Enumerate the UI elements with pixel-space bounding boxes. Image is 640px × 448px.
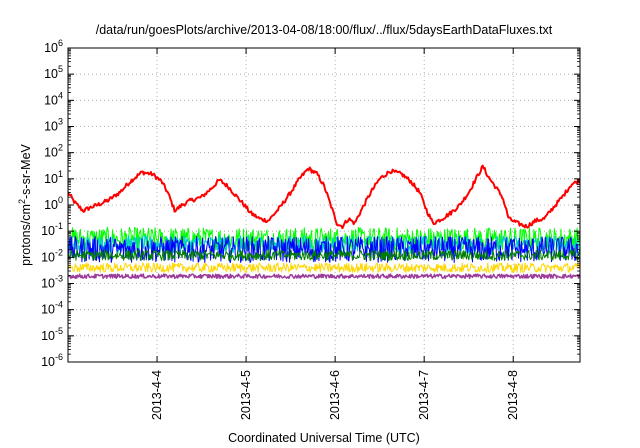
x-tick-label: 2013-4-6 bbox=[328, 370, 342, 420]
series-line-0 bbox=[68, 164, 580, 230]
y-tick-label: 105 bbox=[44, 64, 63, 81]
y-tick-label: 10-4 bbox=[41, 300, 63, 317]
x-axis-label: Coordinated Universal Time (UTC) bbox=[228, 431, 420, 445]
axes bbox=[67, 47, 581, 363]
x-tick-label: 2013-4-8 bbox=[506, 370, 520, 420]
y-tick-label: 10-3 bbox=[41, 274, 63, 291]
series-line-1 bbox=[68, 226, 580, 252]
y-tick-label: 101 bbox=[44, 169, 63, 186]
grid-lines bbox=[68, 48, 580, 362]
y-tick-label: 10-1 bbox=[41, 221, 63, 238]
y-tick-label: 106 bbox=[44, 38, 63, 55]
y-tick-label: 102 bbox=[44, 143, 63, 160]
x-tick-labels: 2013-4-4 2013-4-5 2013-4-6 2013-4-7 2013-4-8 bbox=[150, 370, 520, 420]
x-tick-label: 2013-4-5 bbox=[239, 370, 253, 420]
x-tick-label: 2013-4-7 bbox=[417, 370, 431, 420]
series-line-6 bbox=[68, 273, 580, 280]
y-tick-labels: 10-6 10-5 10-4 10-3 10-2 10-1 100 101 102 103 104 1… bbox=[41, 38, 63, 369]
plot-frame bbox=[67, 47, 581, 363]
series-line-4 bbox=[68, 249, 580, 261]
x-tick-label: 2013-4-4 bbox=[150, 370, 164, 420]
y-axis-label: protons/cm2-s-sr-MeV bbox=[17, 143, 33, 265]
chart-title: /data/run/goesPlots/archive/2013-04-08/1… bbox=[96, 23, 553, 37]
y-tick-label: 104 bbox=[44, 90, 63, 107]
y-tick-label: 10-6 bbox=[41, 352, 63, 369]
series-group bbox=[68, 164, 580, 280]
series-line-5 bbox=[68, 262, 580, 273]
y-tick-label: 10-2 bbox=[41, 247, 63, 264]
y-tick-label: 10-5 bbox=[41, 326, 63, 343]
series-line-3 bbox=[68, 235, 580, 263]
y-tick-label: 100 bbox=[44, 195, 63, 212]
y-tick-label: 103 bbox=[44, 117, 63, 134]
